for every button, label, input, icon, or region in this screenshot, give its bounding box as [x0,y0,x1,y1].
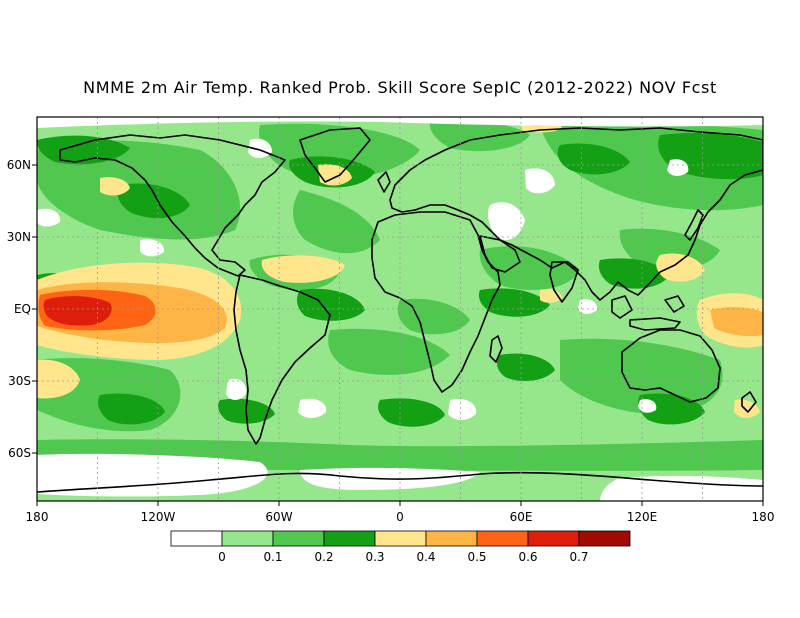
colorbar-label: 0.2 [314,550,333,564]
colorbar: 0 0.1 0.2 0.3 0.4 0.5 0.6 0.7 [170,530,631,564]
colorbar-swatch [374,530,427,547]
colorbar-swatch [476,530,529,547]
colorbar-swatch [527,530,580,547]
x-tick-label: 180 [26,510,49,524]
colorbar-label: 0.5 [467,550,486,564]
colorbar-label: 0.4 [416,550,435,564]
coastlines [37,127,763,493]
y-tick-label: 30N [7,230,31,244]
colorbar-swatch [425,530,478,547]
x-tick-label: 60E [510,510,533,524]
colorbar-swatch [323,530,376,547]
x-tick-label: 120E [627,510,658,524]
colorbar-label: 0 [218,550,226,564]
x-tick-label: 60W [265,510,292,524]
colorbar-label: 0.3 [365,550,384,564]
map-title: NMME 2m Air Temp. Ranked Prob. Skill Sco… [83,78,717,97]
colorbar-label: 0.6 [518,550,537,564]
y-tick-labels: 60N 30N EQ 30S 60S [7,158,37,460]
colorbar-label: 0.1 [263,550,282,564]
x-tick-label: 0 [396,510,404,524]
colorbar-swatch [578,530,631,547]
y-tick-label: EQ [14,302,31,316]
y-tick-label: 60N [7,158,31,172]
y-tick-label: 30S [8,374,31,388]
x-tick-label: 120W [141,510,176,524]
y-tick-label: 60S [8,446,31,460]
colorbar-swatch [170,530,223,547]
colorbar-swatch [221,530,274,547]
x-tick-label: 180 [752,510,775,524]
colorbar-label: 0.7 [569,550,588,564]
x-tick-labels: 180 120W 60W 0 60E 120E 180 [26,501,775,524]
grid-lines [37,117,763,501]
colorbar-swatch [272,530,325,547]
